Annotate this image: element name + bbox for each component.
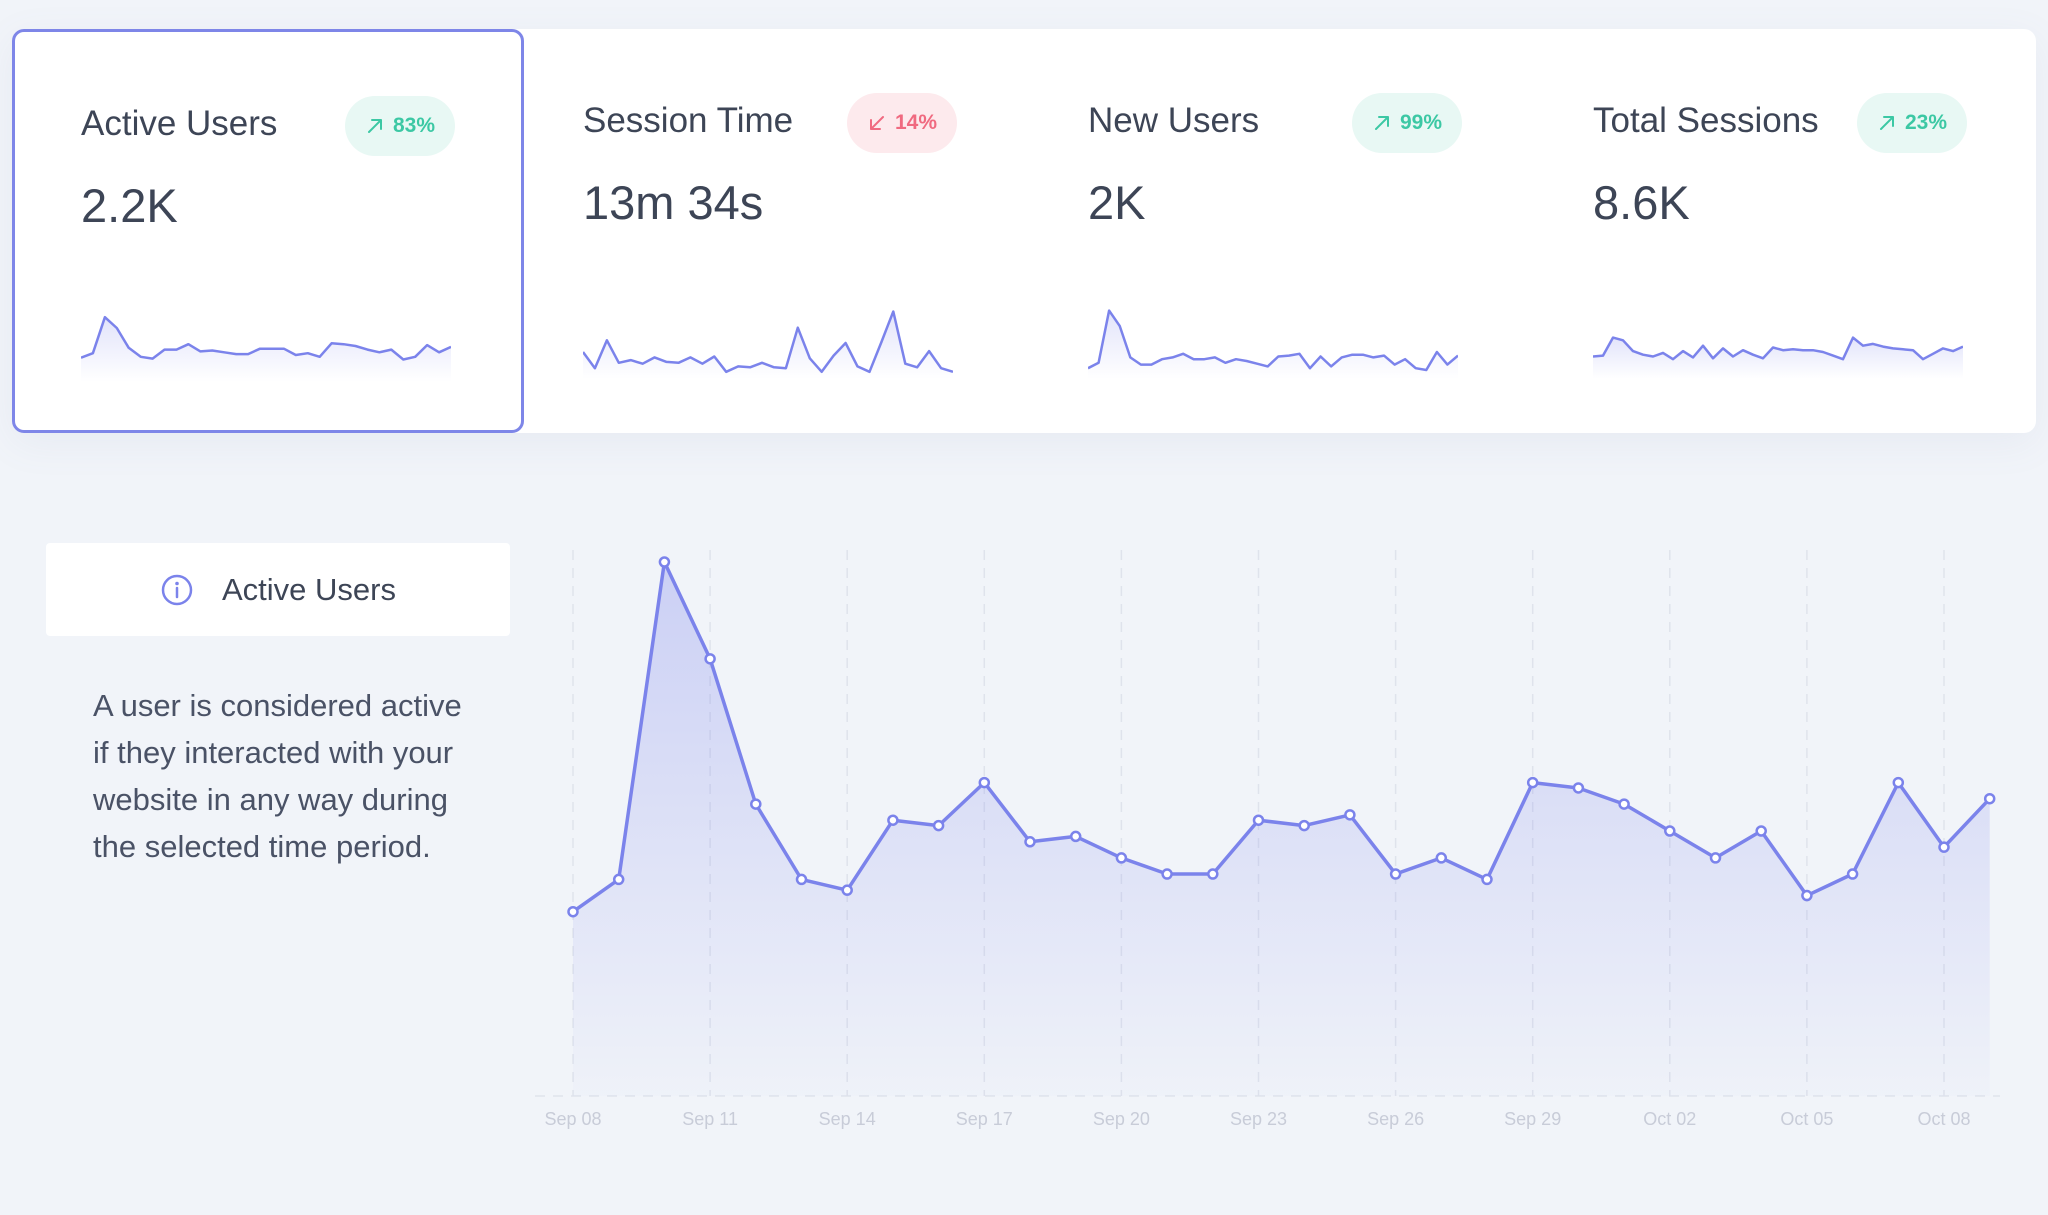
data-point[interactable]	[658, 556, 671, 568]
x-tick-label: Oct 08	[1917, 1109, 1970, 1129]
kpi-value: 2K	[1088, 176, 1146, 229]
x-tick-label: Oct 05	[1780, 1109, 1833, 1129]
data-point[interactable]	[1252, 814, 1265, 826]
data-point[interactable]	[1846, 868, 1859, 880]
data-point[interactable]	[1389, 868, 1402, 880]
metric-info-header: Active Users	[46, 543, 510, 636]
sparkline	[583, 310, 953, 379]
kpi-change-badge: 99%	[1352, 93, 1463, 153]
data-point[interactable]	[1161, 868, 1173, 880]
sparkline-area	[583, 311, 953, 379]
sparkline-line	[1088, 309, 1458, 372]
arrow-down-left-icon	[870, 116, 884, 130]
active-users-chart: Sep 08 Sep 11 Sep 14 Sep 17 Sep 20 Sep 23 Sep …	[535, 550, 2000, 1129]
data-point[interactable]	[1298, 819, 1310, 832]
x-tick-label: Sep 14	[819, 1109, 876, 1129]
data-point[interactable]	[1892, 776, 1905, 789]
data-point[interactable]	[1983, 792, 1996, 805]
data-point[interactable]	[1344, 809, 1356, 821]
data-point[interactable]	[887, 814, 899, 826]
data-point[interactable]	[704, 653, 716, 665]
kpi-change-value: 23%	[1905, 111, 1948, 134]
data-point[interactable]	[1481, 873, 1493, 886]
data-point[interactable]	[1572, 782, 1585, 794]
kpi-value: 2.2K	[81, 179, 178, 232]
x-tick-label: Sep 26	[1367, 1109, 1424, 1129]
kpi-change-value: 99%	[1400, 111, 1443, 134]
data-point[interactable]	[1938, 841, 1950, 853]
x-tick-label: Sep 17	[956, 1109, 1013, 1129]
sparkline-line	[583, 310, 953, 374]
sparkline-area	[1088, 310, 1458, 379]
sparkline	[1088, 309, 1458, 379]
kpi-change-badge: 83%	[345, 96, 456, 156]
arrow-up-right-icon	[368, 119, 382, 133]
data-point[interactable]	[841, 884, 853, 896]
data-point[interactable]	[1664, 825, 1676, 837]
data-point[interactable]	[612, 873, 625, 886]
sparkline	[1593, 336, 1963, 379]
data-point[interactable]	[932, 819, 945, 832]
x-tick-label: Oct 02	[1643, 1109, 1696, 1129]
sparkline-line	[1593, 336, 1963, 361]
metric-description: A user is considered active if they inte…	[93, 688, 462, 864]
arrow-up-right-icon	[1375, 116, 1389, 130]
kpi-change-value: 14%	[895, 111, 938, 134]
data-point[interactable]	[1024, 836, 1036, 848]
kpi-value: 8.6K	[1593, 176, 1690, 229]
data-point[interactable]	[1526, 776, 1539, 789]
data-point[interactable]	[978, 776, 991, 789]
sparkline	[81, 315, 451, 382]
kpi-card-session-time[interactable]: Session Time 13m 34s 14%	[517, 29, 1029, 433]
data-point[interactable]	[1801, 889, 1813, 902]
x-tick-label: Sep 20	[1093, 1109, 1150, 1129]
data-point[interactable]	[795, 873, 808, 886]
kpi-title: Total Sessions	[1593, 101, 1819, 140]
x-tick-label: Sep 11	[682, 1109, 738, 1129]
kpi-title: Active Users	[81, 104, 278, 143]
data-point[interactable]	[1435, 852, 1448, 864]
kpi-change-value: 83%	[393, 114, 436, 137]
data-point[interactable]	[567, 905, 579, 918]
arrow-up-right-icon	[1880, 116, 1894, 130]
kpi-change-badge: 23%	[1857, 93, 1968, 153]
kpi-title: Session Time	[583, 101, 794, 140]
data-point[interactable]	[1069, 830, 1082, 843]
series-line	[571, 560, 1991, 914]
data-point[interactable]	[1709, 852, 1722, 864]
data-point[interactable]	[750, 798, 762, 810]
kpi-value: 13m 34s	[583, 176, 764, 229]
kpi-change-badge: 14%	[847, 93, 958, 153]
kpi-strip: Active Users 2.2K 83% Session Time 13m 3…	[12, 29, 2036, 433]
series-area	[573, 562, 1990, 1096]
sparkline-line	[81, 315, 451, 361]
x-tick-label: Sep 23	[1230, 1109, 1287, 1129]
x-tick-label: Sep 29	[1504, 1109, 1561, 1129]
x-tick-label: Sep 08	[544, 1109, 601, 1129]
metric-info-title: Active Users	[222, 571, 396, 607]
data-point[interactable]	[1618, 798, 1630, 810]
kpi-card-active-users[interactable]: Active Users 2.2K 83%	[12, 29, 524, 433]
sparkline-area	[1593, 337, 1963, 379]
kpi-card-new-users[interactable]: New Users 2K 99%	[1022, 29, 1534, 433]
kpi-title: New Users	[1088, 101, 1260, 140]
info-icon[interactable]	[160, 573, 194, 607]
data-point[interactable]	[1115, 852, 1128, 864]
data-point[interactable]	[1755, 825, 1767, 837]
kpi-card-total-sessions[interactable]: Total Sessions 8.6K 23%	[1527, 29, 2039, 433]
data-point[interactable]	[1207, 868, 1219, 880]
